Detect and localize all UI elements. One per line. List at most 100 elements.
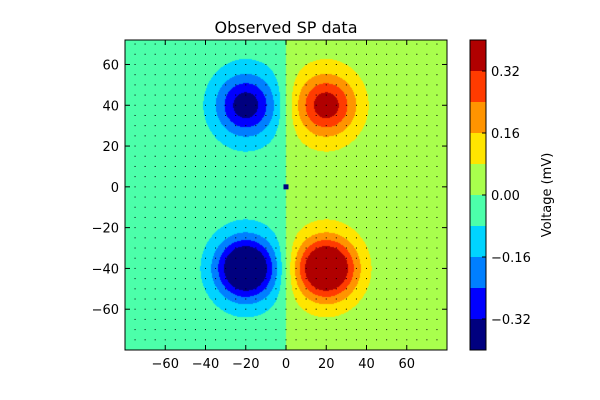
observation-point — [355, 94, 357, 96]
observation-point — [325, 63, 327, 65]
observation-point — [205, 114, 206, 116]
observation-point — [416, 308, 418, 310]
observation-point — [295, 43, 297, 45]
observation-point — [436, 84, 438, 86]
observation-point — [194, 84, 196, 86]
observation-point — [436, 74, 438, 76]
observation-point — [174, 114, 176, 116]
observation-point — [215, 216, 217, 218]
observation-point — [376, 53, 378, 55]
observation-point — [315, 267, 317, 269]
observation-point — [366, 196, 367, 198]
observation-point — [436, 298, 438, 300]
observation-point — [265, 176, 267, 178]
observation-point — [305, 114, 307, 116]
observation-point — [235, 114, 237, 116]
observation-point — [164, 257, 166, 259]
observation-point — [406, 329, 408, 331]
observation-point — [325, 74, 327, 76]
observation-point — [134, 74, 136, 76]
observation-point — [275, 298, 277, 300]
observation-point — [225, 84, 227, 86]
observation-point — [215, 125, 217, 127]
observation-point — [406, 125, 408, 127]
observation-point — [305, 125, 307, 127]
observation-point — [245, 74, 247, 76]
observation-point — [386, 114, 388, 116]
observation-point — [416, 318, 418, 320]
observation-point — [144, 339, 146, 341]
observation-point — [426, 196, 428, 198]
observation-point — [225, 176, 227, 178]
observation-point — [426, 267, 428, 269]
observation-point — [406, 278, 408, 280]
observation-point — [245, 227, 247, 229]
observation-point — [386, 278, 388, 280]
observation-point — [184, 43, 186, 45]
observation-point — [436, 196, 438, 198]
observation-point — [406, 339, 408, 341]
observation-point — [426, 165, 428, 167]
observation-point — [174, 216, 176, 218]
observation-point — [184, 227, 186, 229]
observation-point — [406, 74, 408, 76]
observation-point — [154, 94, 156, 96]
observation-point — [194, 247, 196, 249]
observation-point — [325, 278, 327, 280]
observation-point — [345, 278, 347, 280]
observation-points — [124, 43, 448, 351]
observation-point — [184, 196, 186, 198]
observation-point — [255, 288, 257, 290]
plot-area — [124, 39, 448, 351]
observation-point — [386, 135, 388, 137]
observation-point — [275, 329, 277, 331]
observation-point — [355, 135, 357, 137]
observation-point — [325, 176, 327, 178]
observation-point — [355, 114, 357, 116]
observation-point — [154, 206, 156, 208]
observation-point — [396, 318, 398, 320]
observation-point — [205, 125, 206, 127]
observation-point — [436, 186, 438, 188]
observation-point — [285, 298, 287, 300]
observation-point — [164, 63, 166, 65]
observation-point — [184, 318, 186, 320]
observation-point — [265, 278, 267, 280]
observation-point — [285, 155, 287, 157]
observation-point — [275, 43, 277, 45]
observation-point — [275, 227, 277, 229]
observation-point — [225, 125, 227, 127]
observation-point — [345, 145, 347, 147]
observation-point — [184, 63, 186, 65]
observation-point — [184, 155, 186, 157]
observation-point — [396, 298, 398, 300]
observation-point — [184, 125, 186, 127]
observation-point — [134, 125, 136, 127]
observation-point — [174, 288, 176, 290]
observation-point — [235, 298, 237, 300]
observation-point — [355, 288, 357, 290]
observation-point — [416, 53, 418, 55]
observation-point — [366, 267, 367, 269]
observation-point — [305, 216, 307, 218]
observation-point — [325, 237, 327, 239]
observation-point — [225, 329, 227, 331]
observation-point — [366, 114, 367, 116]
observation-point — [285, 288, 287, 290]
colorbar-tick-label: −0.16 — [491, 251, 531, 266]
observation-point — [366, 227, 367, 229]
observation-point — [215, 298, 217, 300]
observation-point — [255, 84, 257, 86]
observation-point — [315, 63, 317, 65]
observation-point — [225, 237, 227, 239]
observation-point — [215, 43, 217, 45]
observation-point — [205, 94, 206, 96]
observation-point — [144, 237, 146, 239]
observation-point — [366, 165, 367, 167]
observation-point — [355, 329, 357, 331]
observation-point — [295, 298, 297, 300]
observation-point — [396, 186, 398, 188]
observation-point — [235, 278, 237, 280]
observation-point — [305, 267, 307, 269]
observation-point — [174, 155, 176, 157]
